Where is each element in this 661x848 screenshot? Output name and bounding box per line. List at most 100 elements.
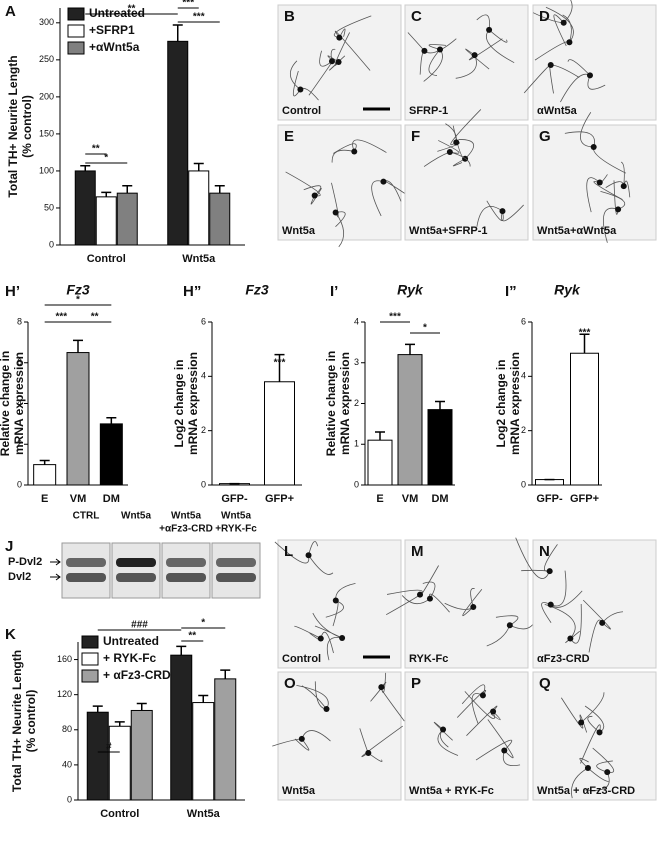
panel-letter: I’ [330,283,338,300]
significance-label: *** [389,312,401,323]
band-label: P-Dvl2 [8,556,42,568]
neuron [332,209,339,216]
y-axis-label: (% control) [20,95,34,158]
error-bar [73,339,83,353]
panel-letter: I” [505,283,517,300]
lane-label: +RYK-Fc [215,524,257,535]
bar [170,654,193,801]
neuron [335,59,342,66]
micrograph [404,539,529,669]
significance-label: *** [274,358,286,369]
y-tick-label: 2 [201,425,206,435]
bar [188,170,210,246]
blot-image [211,542,261,599]
micrograph [532,671,657,801]
y-tick-label: 0 [49,239,54,249]
error-bar [114,721,125,727]
chart-title: Ryk [397,282,424,298]
panel-letter: A [5,3,16,20]
bar [397,354,423,486]
error-bar [176,645,187,656]
band-label: Dvl2 [8,571,31,583]
neuron [380,178,387,185]
neuron [567,635,574,642]
neuron [501,747,508,754]
neuron [596,179,603,186]
error-bar [405,343,415,355]
panel-letter: P [411,675,421,692]
significance-label: ** [188,631,196,642]
band [66,573,106,582]
significance-label: ### [131,620,148,631]
micrograph-caption: Wnt5a [282,785,316,797]
significance-label: * [104,153,108,164]
significance-label: *** [193,12,205,23]
bar [367,439,393,486]
x-tick-label: Wnt5a [187,808,221,820]
y-axis-label: Log2 change in [172,359,186,447]
neuron [440,726,447,733]
panel-letter: H” [183,283,201,300]
bar [74,170,96,246]
significance-label: *** [579,328,591,339]
neuron [546,568,553,575]
micrograph [277,124,402,241]
y-tick-label: 1 [354,439,359,449]
y-tick-label: 4 [17,398,22,408]
y-tick-label: 80 [62,724,72,734]
significance-label: ** [128,4,136,15]
significance-label: * [76,295,80,306]
band [166,558,206,567]
micrograph [277,539,402,669]
micrograph-caption: RYK-Fc [409,653,448,665]
neuron [305,552,312,559]
legend-swatch [67,41,85,55]
micrograph [404,4,529,121]
neurite [455,38,503,79]
y-axis-label: Relative change in [0,351,12,456]
x-tick-label: VM [70,493,87,505]
micrograph-caption: αWnt5a [537,105,578,117]
y-tick-label: 150 [39,128,54,138]
neuron [560,19,567,26]
y-axis-label: mRNA expression [12,352,26,455]
significance-label: ** [91,312,99,323]
legend-label: +αWnt5a [89,40,140,54]
panel-letter: Q [539,675,551,692]
neuron [323,706,330,713]
error-bar [101,191,112,197]
y-tick-label: 4 [521,371,526,381]
significance-label: ** [92,144,100,155]
neuron [437,46,444,53]
band [216,573,256,582]
panel-letter: H’ [5,283,20,300]
y-tick-label: 40 [62,759,72,769]
micrograph [404,124,529,241]
neuron [328,58,335,65]
y-axis-label: Total TH+ Neurite Length [6,55,20,197]
neuron [421,47,428,54]
lane-label: +αFz3-CRD [159,524,213,535]
error-bar [122,185,133,194]
y-tick-label: 0 [521,479,526,489]
band [66,558,106,567]
y-tick-label: 160 [57,654,72,664]
y-tick-label: 4 [354,316,359,326]
neuron [446,148,453,155]
micrograph-caption: Wnt5a + RYK-Fc [409,785,494,797]
legend-swatch [67,24,85,38]
significance-label: *** [182,0,194,9]
band [216,558,256,567]
y-tick-label: 8 [17,316,22,326]
neuron [471,52,478,59]
neuron [615,206,622,213]
legend-label: Untreated [89,6,145,20]
neuron [490,708,497,715]
micrograph-caption: αFz3-CRD [537,653,590,665]
bar [33,464,57,486]
bar [95,196,117,246]
legend-label: + αFz3-CRD [103,668,171,682]
y-axis-label: Total TH+ Neurite Length [10,650,24,792]
neuron [479,692,486,699]
bar [570,352,599,486]
